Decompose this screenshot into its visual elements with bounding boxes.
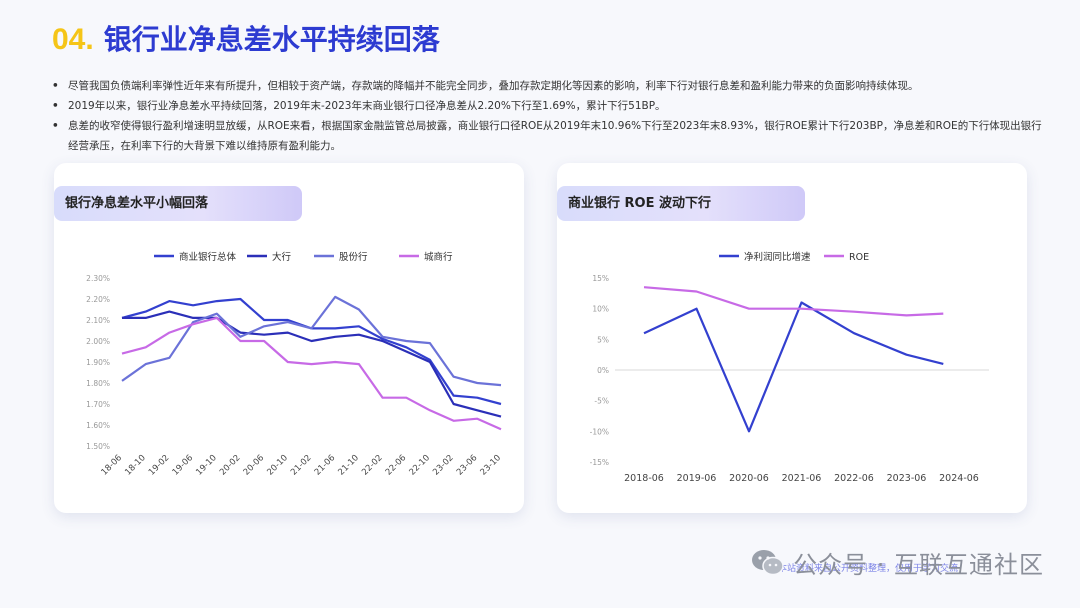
nim-card-title: 银行净息差水平小幅回落 xyxy=(54,186,302,221)
legend-label: 大行 xyxy=(272,251,292,263)
y-tick-label: 1.60% xyxy=(86,421,110,430)
y-tick-label: -10% xyxy=(590,427,609,436)
bullet-text: 2019年以来，银行业净息差水平持续回落，2019年末-2023年末商业银行口径… xyxy=(68,100,666,112)
y-tick-label: 5% xyxy=(597,335,609,344)
bullet-list: • 尽管我国负债端利率弹性近年来有所提升，但相较于资产端，存款端的降幅并不能完全同… xyxy=(52,76,1042,156)
x-tick-label: 23-10 xyxy=(479,453,504,478)
series-line xyxy=(643,301,944,433)
x-tick-label: 2024-06 xyxy=(939,473,979,484)
x-tick-label: 22-06 xyxy=(384,453,409,478)
x-tick-label: 23-02 xyxy=(431,453,456,478)
x-tick-label: 20-02 xyxy=(218,453,243,478)
nim-line-chart: 2.30% 2.20% 2.10% 2.00% 1.90% 1.80% 1.70% 1.60%… xyxy=(86,251,504,478)
x-tick-label: 21-02 xyxy=(289,453,314,478)
legend-label: 商业银行总体 xyxy=(179,251,237,263)
roe-card-title: 商业银行 ROE 波动下行 xyxy=(557,186,805,221)
x-tick-label: 21-06 xyxy=(313,453,338,478)
y-tick-label: 1.50% xyxy=(86,442,110,451)
series-line xyxy=(121,316,502,431)
x-tick-label: 2022-06 xyxy=(834,473,874,484)
y-tick-label: 1.70% xyxy=(86,400,110,409)
bullet-item: • 尽管我国负债端利率弹性近年来有所提升，但相较于资产端，存款端的降幅并不能完全同… xyxy=(52,76,1042,96)
x-tick-label: 2021-06 xyxy=(782,473,822,484)
x-tick-label: 2020-06 xyxy=(729,473,769,484)
x-tick-label: 23-06 xyxy=(455,453,480,478)
section-number: 04. xyxy=(52,23,94,56)
watermark-small-text: 本站资料来自公开资料整理，仅用于学习交流 xyxy=(778,564,959,574)
legend-label: 净利润同比增速 xyxy=(744,251,811,263)
watermark: 公众号 · 互联互通社区 xyxy=(751,545,1044,580)
watermark-text: 公众号 · 互联互通社区 xyxy=(793,551,1044,579)
y-tick-label: 2.00% xyxy=(86,337,110,346)
x-tick-label: 2023-06 xyxy=(887,473,927,484)
roe-line-chart: 15% 10% 5% 0% -5% -10% -15% 2018-06 2019-06 2020-… xyxy=(590,251,989,484)
wechat-icon xyxy=(752,549,784,575)
roe-chart-card: 15% 10% 5% 0% -5% -10% -15% 2018-06 2019-06 2020-… xyxy=(557,163,1027,513)
x-tick-label: 18-10 xyxy=(123,453,148,478)
x-tick-label: 2019-06 xyxy=(677,473,717,484)
y-tick-label: 0% xyxy=(597,366,609,375)
x-tick-label: 19-02 xyxy=(147,453,172,478)
x-tick-label: 22-02 xyxy=(360,453,385,478)
y-tick-label: 10% xyxy=(592,305,609,314)
y-tick-label: 1.90% xyxy=(86,358,110,367)
bullet-text: 息差的收窄使得银行盈利增速明显放缓，从ROE来看，根据国家金融监管总局披露，商业… xyxy=(68,120,1042,152)
y-tick-label: 2.20% xyxy=(86,295,110,304)
y-tick-label: -5% xyxy=(594,397,609,406)
series-line xyxy=(643,286,944,317)
legend-label: 股份行 xyxy=(339,251,368,263)
x-tick-label: 19-10 xyxy=(194,453,219,478)
x-tick-label: 20-10 xyxy=(265,453,290,478)
x-tick-label: 21-10 xyxy=(336,453,361,478)
y-tick-label: -15% xyxy=(590,458,609,467)
y-tick-label: 15% xyxy=(592,274,609,283)
y-tick-label: 2.30% xyxy=(86,274,110,283)
bullet-item: • 2019年以来，银行业净息差水平持续回落，2019年末-2023年末商业银行口… xyxy=(52,96,1042,116)
x-tick-label: 19-06 xyxy=(171,453,196,478)
x-tick-label: 18-06 xyxy=(100,453,125,478)
x-tick-label: 20-06 xyxy=(242,453,267,478)
series-line xyxy=(122,310,502,418)
x-tick-label: 2018-06 xyxy=(624,473,664,484)
bullet-text: 尽管我国负债端利率弹性近年来有所提升，但相较于资产端，存款端的降幅并不能完全同步… xyxy=(68,80,919,92)
page-title: 银行业净息差水平持续回落 xyxy=(103,23,440,56)
nim-chart-card: 2.30% 2.20% 2.10% 2.00% 1.90% 1.80% 1.70% 1.60%… xyxy=(54,163,524,513)
legend-label: 城商行 xyxy=(424,251,453,263)
series-line xyxy=(121,295,502,387)
y-tick-label: 1.80% xyxy=(86,379,110,388)
bullet-item: • 息差的收窄使得银行盈利增速明显放缓，从ROE来看，根据国家金融监管总局披露，商… xyxy=(52,116,1042,156)
x-tick-label: 22-10 xyxy=(408,453,433,478)
legend-label: ROE xyxy=(849,252,869,263)
y-tick-label: 2.10% xyxy=(86,316,110,325)
page-header: 04. 银行业净息差水平持续回落 xyxy=(52,18,440,58)
